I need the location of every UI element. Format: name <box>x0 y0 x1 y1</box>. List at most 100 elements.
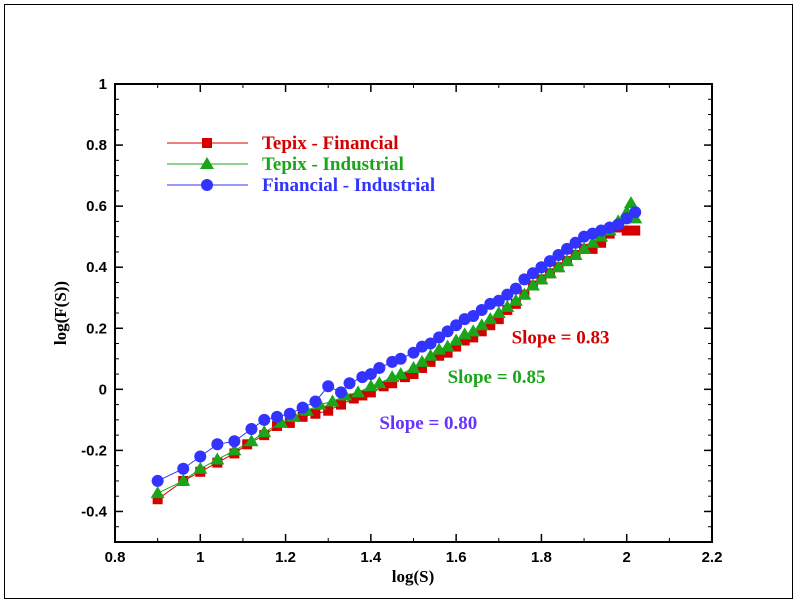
x-tick-label: 2.2 <box>702 549 723 566</box>
data-point <box>560 254 575 267</box>
data-point <box>585 235 600 248</box>
data-point <box>630 225 641 236</box>
data-point <box>501 288 514 301</box>
data-point <box>551 260 566 273</box>
data-point <box>424 337 437 350</box>
data-point <box>621 225 632 236</box>
data-point <box>151 474 164 487</box>
y-tick-label: 0.6 <box>86 198 107 215</box>
data-point <box>468 332 479 343</box>
data-point <box>336 399 347 410</box>
data-series <box>150 196 643 505</box>
legend-label: Tepix - Financial <box>262 133 399 154</box>
data-point <box>423 348 438 361</box>
data-point <box>258 413 271 426</box>
data-point <box>244 434 259 447</box>
data-point <box>310 408 321 419</box>
slope-annotation: Slope = 0.85 <box>448 367 546 388</box>
data-point <box>476 326 487 337</box>
data-point <box>372 376 387 389</box>
data-point <box>620 212 633 225</box>
x-axis-label: log(S) <box>392 567 435 586</box>
data-point <box>415 354 430 367</box>
data-point <box>442 347 453 358</box>
data-point <box>500 299 515 312</box>
data-point <box>296 401 309 414</box>
data-point <box>393 367 408 380</box>
legend-marker <box>200 157 214 169</box>
data-point <box>152 494 163 505</box>
data-point <box>474 318 489 331</box>
data-point <box>518 273 531 286</box>
data-point <box>283 407 296 420</box>
data-point <box>467 310 480 323</box>
data-point <box>351 385 366 398</box>
data-point <box>577 241 592 254</box>
data-point <box>509 282 522 295</box>
series-circle <box>151 206 642 487</box>
data-point <box>534 272 549 285</box>
data-point <box>150 486 165 499</box>
data-point <box>535 261 548 274</box>
figure-border <box>4 4 793 599</box>
data-point <box>406 360 421 373</box>
data-point <box>517 287 532 300</box>
data-point <box>433 331 446 344</box>
x-tick-label: 2 <box>623 549 631 566</box>
data-point <box>542 266 557 279</box>
x-tick-label: 1.8 <box>531 549 552 566</box>
data-point <box>525 278 540 291</box>
data-point <box>394 352 407 365</box>
data-point <box>485 320 496 331</box>
data-point <box>483 312 498 325</box>
data-point <box>228 435 241 448</box>
data-point <box>459 335 470 346</box>
data-point <box>451 341 462 352</box>
y-tick-label: 0.4 <box>86 259 108 276</box>
data-point <box>365 387 376 398</box>
legend-label: Tepix - Industrial <box>262 154 404 175</box>
data-point <box>432 342 447 355</box>
data-point <box>493 314 504 325</box>
slope-annotation: Slope = 0.83 <box>512 328 610 349</box>
y-tick-label: 0.8 <box>86 137 107 154</box>
data-point <box>434 350 445 361</box>
data-point <box>492 294 505 307</box>
y-tick-label: -0.2 <box>81 442 107 459</box>
data-point <box>387 378 398 389</box>
data-point <box>508 293 523 306</box>
data-point <box>227 443 242 456</box>
y-axis-label: log(F(S)) <box>51 281 70 345</box>
data-point <box>449 333 464 346</box>
data-point <box>343 377 356 390</box>
data-point <box>596 237 607 248</box>
data-point <box>271 410 284 423</box>
data-point <box>335 386 348 399</box>
slope-annotations: Slope = 0.83 Slope = 0.85 Slope = 0.80 <box>379 328 609 434</box>
data-point <box>561 242 574 255</box>
data-point <box>568 247 583 260</box>
data-point <box>417 362 428 373</box>
data-point <box>177 462 190 475</box>
y-tick-label: -0.4 <box>81 503 108 520</box>
data-point <box>176 473 191 486</box>
data-point <box>211 438 224 451</box>
data-point <box>373 361 386 374</box>
legend-marker <box>201 179 213 191</box>
data-point <box>407 346 420 359</box>
data-point <box>284 417 295 428</box>
data-point <box>466 324 481 337</box>
data-point <box>569 236 582 249</box>
axis-ticks: 0.8 1 1.2 1.4 1.6 1.8 2 2.2 -0.4 -0.2 0 0.2 0.4 0.6 0.… <box>81 76 722 566</box>
data-point <box>623 196 638 209</box>
data-point <box>194 450 207 463</box>
data-point <box>425 356 436 367</box>
data-point <box>210 452 225 465</box>
data-point <box>245 423 258 436</box>
data-point <box>364 368 377 381</box>
data-point <box>457 327 472 340</box>
data-point <box>297 411 308 422</box>
data-point <box>323 405 334 416</box>
